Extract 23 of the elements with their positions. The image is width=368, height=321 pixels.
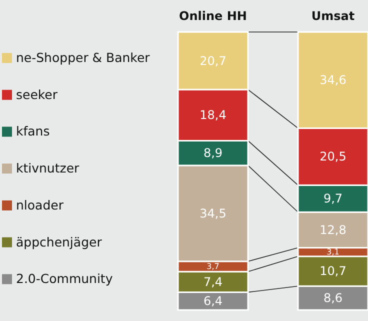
data-label: 3,7 xyxy=(206,262,220,271)
legend-label: äppchenjäger xyxy=(16,234,103,250)
x-tick-label: Online HH xyxy=(179,9,247,23)
data-label: 20,7 xyxy=(200,54,226,68)
data-label: 9,7 xyxy=(323,192,343,206)
legend-label: seeker xyxy=(16,86,58,102)
legend-label: kfans xyxy=(16,124,50,139)
legend-label: nloader xyxy=(16,197,64,212)
data-label: 34,6 xyxy=(320,73,346,88)
data-label: 8,9 xyxy=(203,146,223,160)
legend-label: ne-Shopper & Banker xyxy=(16,50,151,65)
data-label: 6,4 xyxy=(203,294,223,308)
data-label: 12,8 xyxy=(320,222,346,237)
data-label: 34,5 xyxy=(200,206,226,220)
data-label: 18,4 xyxy=(200,108,226,122)
legend-label: 2.0-Community xyxy=(16,271,114,286)
data-label: 3,1 xyxy=(326,248,340,257)
data-label: 20,5 xyxy=(320,150,346,164)
x-tick-label: Umsat xyxy=(311,9,355,23)
data-label: 8,6 xyxy=(323,291,343,306)
legend-label: ktivnutzer xyxy=(16,160,80,176)
data-label: 7,4 xyxy=(203,274,223,289)
data-label: 10,7 xyxy=(320,264,346,278)
